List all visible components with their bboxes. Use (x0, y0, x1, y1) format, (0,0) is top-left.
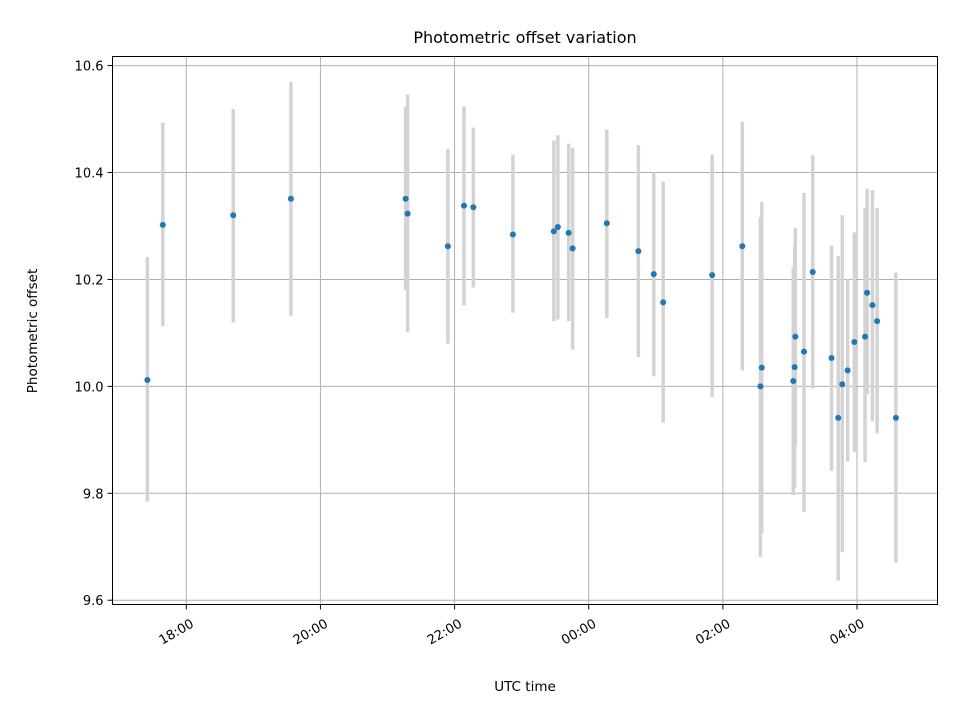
y-axis-label: Photometric offset (25, 269, 41, 393)
data-point (660, 299, 667, 306)
data-point (650, 271, 657, 278)
data-point (757, 383, 764, 390)
data-point (790, 378, 797, 385)
data-points (144, 195, 899, 421)
data-point (791, 364, 798, 371)
data-point (159, 221, 166, 228)
data-point (554, 224, 561, 231)
y-tick-label: 10.4 (75, 167, 104, 182)
data-point (892, 414, 899, 421)
x-tick-label: 02:00 (693, 617, 733, 649)
x-tick-label: 04:00 (827, 617, 867, 649)
plot-frame (112, 56, 938, 605)
data-point (874, 318, 881, 325)
x-tick-label: 00:00 (559, 617, 599, 649)
data-point (603, 220, 610, 227)
data-point (801, 348, 808, 355)
data-point (565, 229, 572, 236)
data-point (509, 231, 516, 238)
data-point (739, 243, 746, 250)
data-point (470, 204, 477, 211)
data-point (404, 210, 411, 217)
x-tick-label: 18:00 (157, 617, 197, 649)
data-point (402, 195, 409, 202)
data-point (792, 333, 799, 340)
data-point (864, 289, 871, 296)
data-point (569, 245, 576, 252)
data-point (230, 212, 237, 219)
x-tick-label: 22:00 (425, 617, 465, 649)
y-tick-label: 9.8 (83, 487, 104, 502)
x-axis-label: UTC time (494, 679, 556, 695)
error-bars (145, 81, 898, 581)
y-tick-label: 10.0 (75, 380, 104, 395)
data-point (460, 202, 467, 209)
data-point (444, 243, 451, 250)
data-point (839, 381, 846, 388)
y-axis-ticks: 9.6 9.8 10.0 10.2 10.4 10.6 (75, 60, 113, 609)
x-tick-label: 20:00 (291, 617, 331, 649)
grid-lines (112, 56, 938, 605)
data-point (287, 195, 294, 202)
data-point (851, 338, 858, 345)
y-tick-label: 9.6 (83, 594, 104, 609)
data-point (550, 228, 557, 235)
x-axis-ticks: 18:00 20:00 22:00 00:00 02:00 04:00 (157, 604, 867, 649)
data-point (835, 414, 842, 421)
data-point (862, 333, 869, 340)
data-point (844, 367, 851, 374)
data-point (709, 272, 716, 279)
data-point (144, 376, 151, 383)
data-point (869, 302, 876, 309)
data-point (828, 355, 835, 362)
data-point (758, 364, 765, 371)
chart-title: Photometric offset variation (413, 28, 636, 47)
y-tick-label: 10.6 (75, 60, 104, 75)
y-tick-label: 10.2 (75, 273, 104, 288)
data-point (635, 248, 642, 255)
data-point (809, 268, 816, 275)
